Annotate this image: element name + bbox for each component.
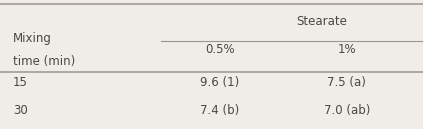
- Text: 9.6 (1): 9.6 (1): [201, 76, 239, 89]
- Text: 30: 30: [13, 104, 27, 117]
- Text: 7.0 (ab): 7.0 (ab): [324, 104, 370, 117]
- Text: Stearate: Stearate: [296, 15, 347, 28]
- Text: 15: 15: [13, 76, 27, 89]
- Text: 7.4 (b): 7.4 (b): [201, 104, 239, 117]
- Text: Mixing: Mixing: [13, 32, 52, 45]
- Text: 7.5 (a): 7.5 (a): [327, 76, 366, 89]
- Text: time (min): time (min): [13, 55, 75, 68]
- Text: 1%: 1%: [338, 43, 356, 55]
- Text: 0.5%: 0.5%: [205, 43, 235, 55]
